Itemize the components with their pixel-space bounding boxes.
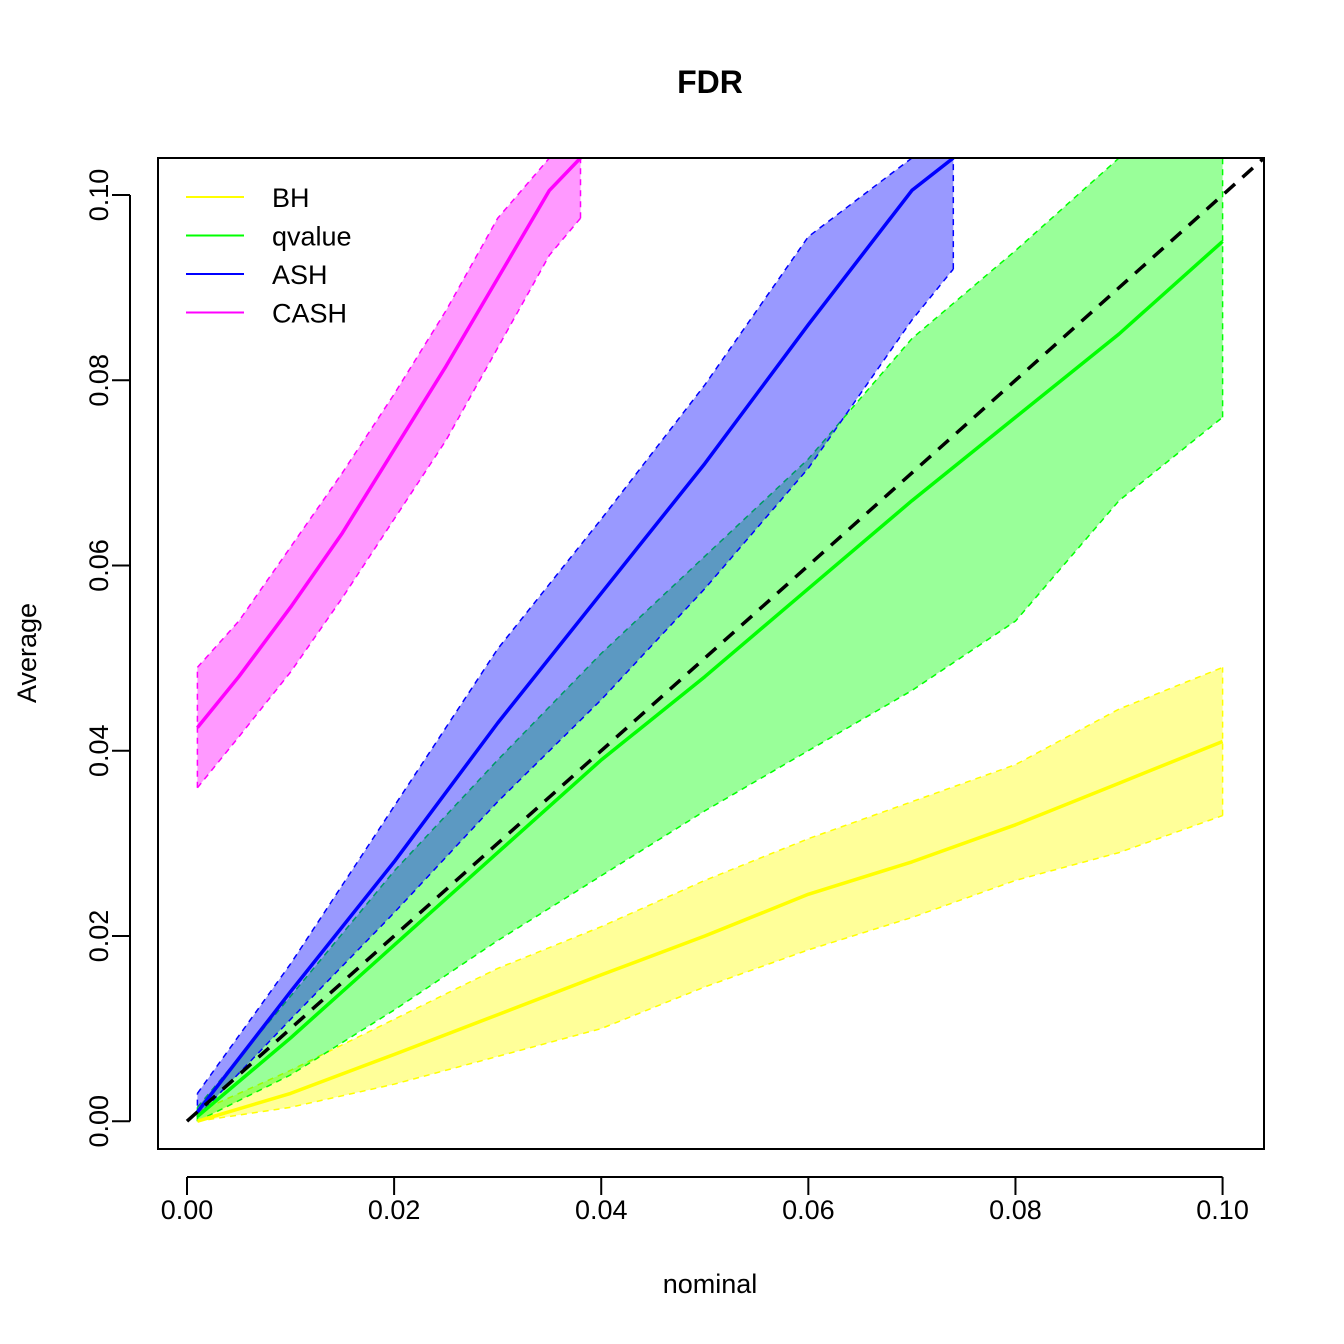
x-tick-label: 0.06: [782, 1195, 835, 1225]
legend-label-bh: BH: [272, 183, 310, 213]
cash-mean-line: [196, 158, 582, 729]
reference-line-group: [185, 158, 1264, 1123]
cash-lower-bound: [196, 217, 582, 789]
x-tick-label: 0.04: [575, 1195, 628, 1225]
y-axis-label: Average: [12, 603, 42, 703]
y-tick-label: 0.02: [84, 910, 114, 963]
cash-upper-bound: [196, 158, 581, 668]
cash-band: [197, 158, 581, 788]
y-tick-label: 0.04: [84, 724, 114, 777]
bh-mean-line: [196, 739, 1224, 1123]
x-tick-label: 0.02: [368, 1195, 421, 1225]
x-tick-label: 0.00: [161, 1195, 214, 1225]
ash-band: [197, 158, 954, 1117]
x-axis: 0.00 0.02 0.04 0.06 0.08 0.10: [161, 1176, 1249, 1225]
bh-upper-bound: [197, 666, 1223, 1113]
legend: BH qvalue ASH CASH: [186, 183, 352, 329]
qvalue-upper-bound: [196, 158, 1223, 1108]
y-tick-label: 0.00: [84, 1095, 114, 1148]
y-tick-label: 0.08: [84, 354, 114, 407]
ash-mean-line: [196, 158, 955, 1114]
qvalue-mean-line: [196, 240, 1224, 1118]
ash-upper-bound: [196, 158, 954, 1094]
legend-label-ash: ASH: [272, 260, 328, 290]
legend-label-cash: CASH: [272, 299, 347, 329]
qvalue-lower-bound: [197, 416, 1224, 1122]
confidence-bands: [196, 158, 1224, 1122]
x-tick-label: 0.10: [1196, 1195, 1249, 1225]
x-axis-label: nominal: [663, 1269, 758, 1299]
y-axis: 0.00 0.02 0.04 0.06 0.08 0.10: [84, 169, 131, 1148]
reference-diagonal-line: [185, 158, 1264, 1123]
series-lines: [196, 158, 1224, 1123]
y-tick-label: 0.10: [84, 169, 114, 222]
qvalue-band: [197, 158, 1223, 1122]
plot-frame: [157, 157, 1265, 1150]
x-tick-label: 0.08: [989, 1195, 1042, 1225]
bh-band: [197, 667, 1223, 1122]
chart-title: FDR: [677, 64, 743, 100]
legend-label-qvalue: qvalue: [272, 222, 352, 252]
y-tick-label: 0.06: [84, 539, 114, 592]
